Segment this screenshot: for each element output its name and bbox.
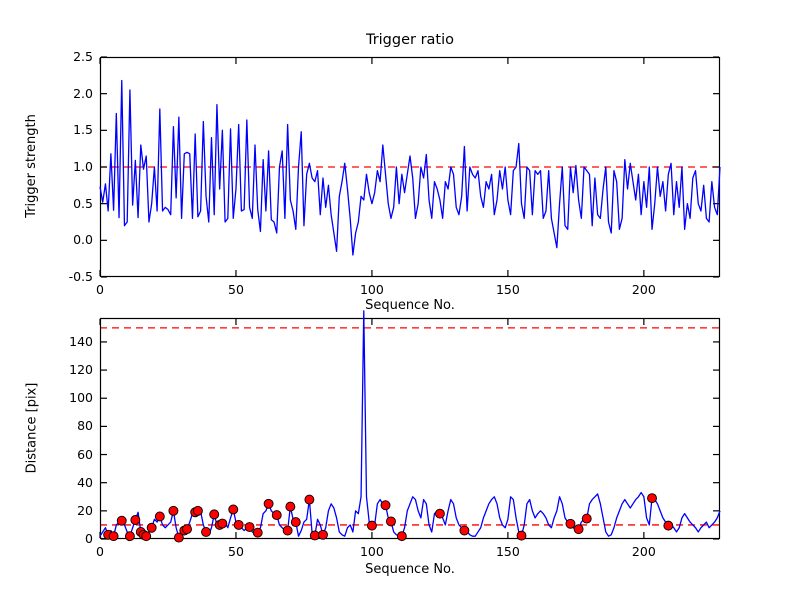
distance-plot-canvas bbox=[99, 310, 721, 543]
outlier-marker bbox=[201, 527, 212, 537]
x-tick-label: 150 bbox=[495, 544, 520, 559]
chart-title: Trigger ratio bbox=[365, 32, 455, 48]
outlier-marker bbox=[271, 510, 282, 521]
outlier-marker bbox=[217, 518, 228, 529]
y-tick-label: 0.0 bbox=[73, 232, 93, 248]
outlier-marker bbox=[116, 515, 127, 526]
outlier-marker bbox=[282, 525, 293, 536]
outlier-marker bbox=[581, 513, 592, 524]
y-tick-label: 140 bbox=[69, 333, 93, 349]
outlier-marker bbox=[146, 522, 157, 533]
y-tick-label: 120 bbox=[69, 362, 93, 378]
trigger-ratio-plot-canvas bbox=[99, 56, 721, 278]
outlier-marker bbox=[192, 505, 203, 516]
y-tick-label: 100 bbox=[69, 390, 93, 406]
x-tick-label: 100 bbox=[359, 282, 384, 297]
y-tick-label: 80 bbox=[77, 418, 93, 434]
outlier-marker bbox=[663, 520, 674, 531]
outlier-marker bbox=[141, 531, 152, 542]
outlier-marker bbox=[173, 532, 184, 543]
y-tick-label: 2.5 bbox=[73, 49, 93, 64]
y-tick-label: 0 bbox=[85, 531, 93, 546]
y-tick-label: 1.5 bbox=[73, 122, 93, 138]
y-tick-label: 0.5 bbox=[73, 195, 93, 211]
outlier-marker bbox=[366, 520, 377, 531]
x-axis-label: Sequence No. bbox=[365, 562, 455, 577]
axes-frame bbox=[99, 56, 721, 278]
y-tick-label: 20 bbox=[77, 502, 93, 518]
trigger-ratio-subplot: Trigger ratio Sequence No. Trigger stren… bbox=[24, 32, 721, 313]
outlier-marker bbox=[459, 525, 470, 536]
outlier-marker bbox=[130, 515, 141, 525]
outlier-marker bbox=[244, 522, 255, 532]
x-tick-label: 50 bbox=[228, 282, 244, 297]
outlier-marker bbox=[124, 531, 135, 542]
outlier-marker bbox=[396, 531, 407, 542]
outlier-marker bbox=[209, 509, 220, 520]
outlier-marker bbox=[304, 494, 315, 505]
outlier-marker bbox=[228, 504, 239, 515]
outlier-marker bbox=[108, 531, 119, 542]
outlier-marker bbox=[386, 516, 396, 527]
x-tick-label: 200 bbox=[631, 544, 656, 559]
x-tick-label: 0 bbox=[96, 544, 104, 559]
x-tick-label: 0 bbox=[96, 282, 104, 297]
x-tick-label: 200 bbox=[631, 282, 656, 297]
y-tick-label: 40 bbox=[77, 474, 93, 490]
outlier-marker bbox=[516, 530, 527, 541]
outlier-marker bbox=[434, 508, 445, 519]
outlier-marker bbox=[565, 518, 576, 529]
y-tick-label: -0.5 bbox=[68, 269, 93, 284]
outlier-marker bbox=[182, 524, 192, 535]
y-tick-label: 60 bbox=[77, 446, 93, 462]
x-tick-label: 100 bbox=[359, 544, 384, 559]
outlier-marker bbox=[380, 500, 391, 511]
outlier-marker bbox=[290, 517, 301, 528]
y-tick-label: 2.0 bbox=[73, 85, 93, 101]
outlier-marker bbox=[309, 530, 320, 541]
y-tick-label: 1.0 bbox=[73, 159, 93, 174]
outlier-marker bbox=[168, 505, 179, 516]
outlier-marker bbox=[252, 527, 263, 538]
axes-frame bbox=[99, 317, 721, 540]
outlier-marker bbox=[233, 519, 244, 530]
outlier-marker bbox=[647, 493, 657, 504]
x-tick-label: 150 bbox=[495, 282, 520, 297]
series-line-trigger-strength bbox=[99, 79, 721, 256]
series-line-distance-pix bbox=[99, 310, 721, 539]
outlier-marker bbox=[154, 511, 165, 522]
outlier-marker bbox=[285, 501, 296, 512]
outlier-marker bbox=[263, 498, 274, 509]
distance-subplot: Sequence No. Distance [pix] 0 50 100 150 200… bbox=[25, 310, 721, 577]
x-tick-label: 50 bbox=[228, 544, 244, 559]
outlier-marker bbox=[573, 524, 584, 535]
outlier-marker bbox=[318, 529, 328, 540]
x-axis-label: Sequence No. bbox=[365, 298, 455, 313]
